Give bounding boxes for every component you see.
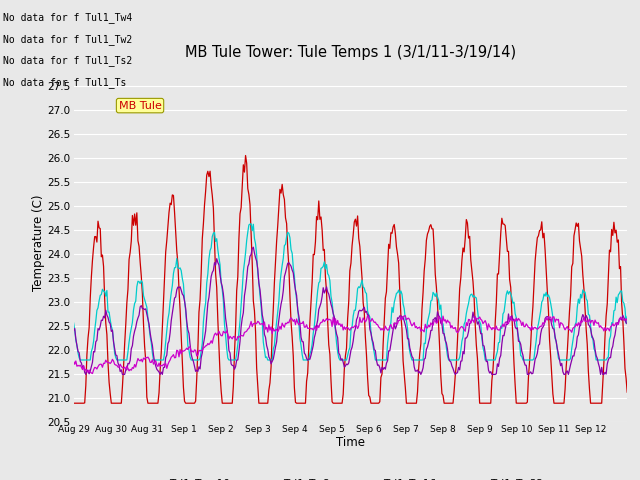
Text: No data for f Tul1_Ts: No data for f Tul1_Ts [3, 77, 127, 88]
Legend: Tul1_Tw+10cm, Tul1_Ts-8cm, Tul1_Ts-16cm, Tul1_Ts-32cm: Tul1_Tw+10cm, Tul1_Ts-8cm, Tul1_Ts-16cm,… [138, 474, 563, 480]
X-axis label: Time: Time [336, 435, 365, 449]
Text: No data for f Tul1_Tw4: No data for f Tul1_Tw4 [3, 12, 132, 23]
Text: MB Tule: MB Tule [118, 101, 161, 110]
Y-axis label: Temperature (C): Temperature (C) [32, 194, 45, 291]
Text: No data for f Tul1_Ts2: No data for f Tul1_Ts2 [3, 55, 132, 66]
Title: MB Tule Tower: Tule Temps 1 (3/1/11-3/19/14): MB Tule Tower: Tule Temps 1 (3/1/11-3/19… [185, 45, 516, 60]
Text: No data for f Tul1_Tw2: No data for f Tul1_Tw2 [3, 34, 132, 45]
